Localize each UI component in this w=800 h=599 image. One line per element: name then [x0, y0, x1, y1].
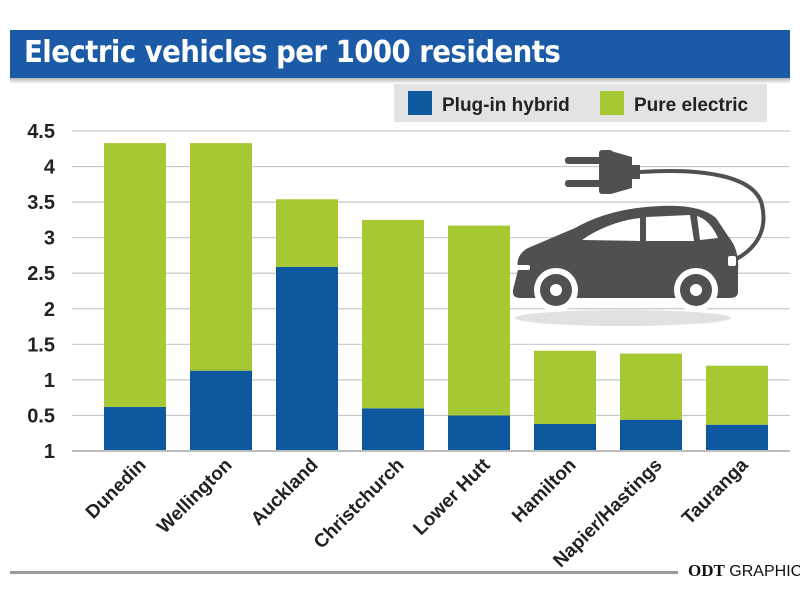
- credit-brand: ODT: [688, 561, 725, 580]
- bar-plugin-hybrid-1: [190, 370, 252, 451]
- x-tick-label: Christchurch: [310, 455, 408, 553]
- bar-plugin-hybrid-6: [620, 419, 682, 451]
- ev-car-icon: [512, 150, 766, 326]
- y-tick-label: 3: [44, 228, 55, 250]
- legend-swatch: [408, 91, 432, 115]
- bar-pure-electric-6: [620, 353, 682, 420]
- bar-pure-electric-5: [534, 350, 596, 424]
- legend-box: [394, 84, 767, 122]
- bar-pure-electric-4: [448, 225, 510, 416]
- legend-swatch: [600, 91, 624, 115]
- bars: [104, 143, 768, 451]
- x-tick-label: Dunedin: [82, 455, 151, 524]
- chart-title: Electric vehicles per 1000 residents: [24, 35, 561, 70]
- y-tick-label: 0.5: [27, 405, 55, 427]
- bar-pure-electric-7: [706, 365, 768, 425]
- y-tick-label: 1: [44, 370, 55, 392]
- y-tick-label: 3.5: [27, 192, 55, 214]
- bar-pure-electric-2: [276, 199, 338, 267]
- x-tick-label: Auckland: [247, 455, 322, 530]
- title-bar: Electric vehicles per 1000 residents: [10, 30, 790, 84]
- bar-plugin-hybrid-3: [362, 408, 424, 451]
- y-tick-labels: 1 0.5 1 1.5 2 2.5 3 3.5 4 4.5: [27, 121, 56, 463]
- x-tick-label: Hamilton: [508, 455, 580, 527]
- y-tick-label: 4: [44, 157, 56, 179]
- y-tick-label: 2.5: [27, 263, 55, 285]
- x-tick-label: Lower Hutt: [410, 454, 495, 539]
- y-tick-label: 4.5: [27, 121, 55, 143]
- bar-plugin-hybrid-5: [534, 423, 596, 451]
- plug-icon: [565, 150, 766, 264]
- legend-label: Plug-in hybrid: [442, 95, 570, 116]
- y-tick-label: 1: [44, 441, 55, 463]
- y-tick-label: 1.5: [27, 334, 55, 356]
- graphic-credit: ODT GRAPHIC: [688, 561, 800, 581]
- x-tick-label: Wellington: [153, 455, 236, 538]
- bar-plugin-hybrid-0: [104, 406, 166, 451]
- footer-divider: [10, 571, 678, 574]
- y-tick-label: 2: [44, 299, 55, 321]
- bar-plugin-hybrid-2: [276, 266, 338, 451]
- legend: Plug-in hybrid Pure electric: [394, 84, 767, 122]
- bar-pure-electric-0: [104, 143, 166, 407]
- bar-pure-electric-3: [362, 219, 424, 409]
- bar-pure-electric-1: [190, 143, 252, 371]
- credit-label: GRAPHIC: [729, 563, 800, 580]
- bar-plugin-hybrid-7: [706, 424, 768, 451]
- legend-label: Pure electric: [634, 95, 748, 116]
- bar-plugin-hybrid-4: [448, 415, 510, 451]
- x-tick-label: Tauranga: [678, 454, 753, 529]
